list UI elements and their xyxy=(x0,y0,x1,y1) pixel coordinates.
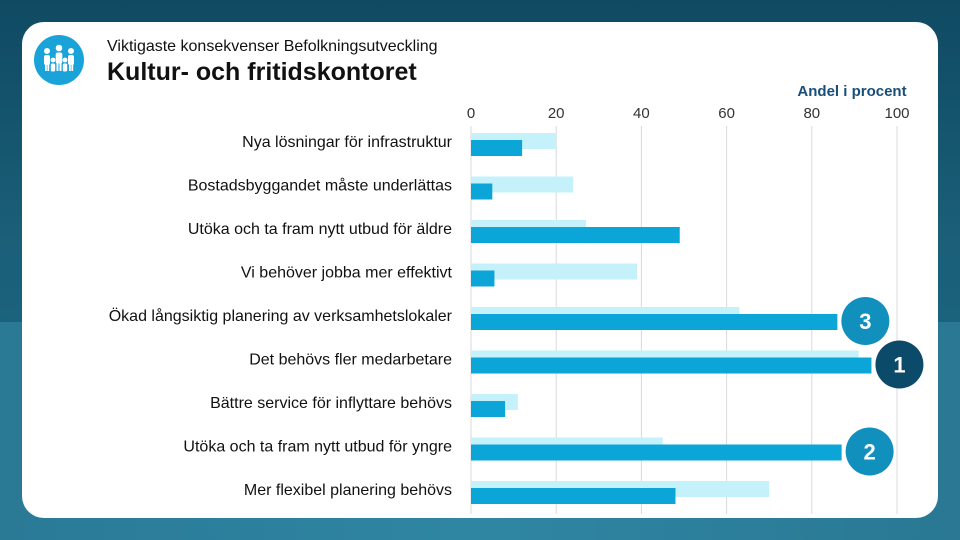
category-label: Ökad långsiktig planering av verksamhets… xyxy=(109,307,453,325)
bar-primary xyxy=(471,227,680,243)
category-label: Bostadsbyggandet måste underlättas xyxy=(188,177,452,195)
category-label: Nya lösningar för infrastruktur xyxy=(242,134,453,151)
bar-primary xyxy=(471,488,676,504)
category-label: Utöka och ta fram nytt utbud för äldre xyxy=(188,221,452,238)
bar-primary xyxy=(471,314,838,330)
bar-primary xyxy=(471,140,523,156)
bar-chart: 0 20 40 60 80 100 Nya lösningar för infrastruk… xyxy=(109,105,924,514)
bar-secondary xyxy=(471,176,574,193)
category-label: Vi behöver jobba mer effektivt xyxy=(241,265,453,282)
slide-card: Viktigaste konsekvenser Befolkningsutvec… xyxy=(22,22,938,518)
rank-badge: 1 xyxy=(875,340,924,389)
rank-badge-label: 3 xyxy=(859,309,871,334)
rank-badge-circle xyxy=(841,297,890,345)
rank-badge: 3 xyxy=(841,297,890,345)
category-label: Utöka och ta fram nytt utbud för yngre xyxy=(183,439,452,456)
rank-badge-circle xyxy=(875,340,924,389)
category-label: Mer flexibel planering behövs xyxy=(244,482,452,499)
bar-primary xyxy=(471,444,842,461)
x-tick-label: 60 xyxy=(718,105,735,122)
x-tick-label: 80 xyxy=(803,105,820,122)
bar-primary xyxy=(471,401,506,417)
rank-badge-label: 2 xyxy=(863,440,875,465)
x-tick-label: 0 xyxy=(467,105,475,122)
x-tick-label: 20 xyxy=(548,105,565,122)
bar-primary xyxy=(471,357,872,374)
slide-subtitle: Viktigaste konsekvenser Befolkningsutvec… xyxy=(107,38,438,55)
x-tick-label: 40 xyxy=(633,105,650,122)
x-axis-title: Andel i procent xyxy=(797,83,907,100)
rank-badge-label: 1 xyxy=(893,353,905,378)
bar-primary xyxy=(471,270,495,287)
x-tick-label: 100 xyxy=(884,105,909,122)
slide-title: Kultur- och fritidskontoret xyxy=(107,58,417,86)
rank-badge: 2 xyxy=(845,427,894,476)
bar-secondary xyxy=(471,263,638,280)
category-label: Det behövs fler medarbetare xyxy=(249,352,452,369)
category-label: Bättre service för inflyttare behövs xyxy=(210,395,452,412)
rank-badge-circle xyxy=(845,427,894,476)
population-logo-icon xyxy=(34,35,84,85)
bar-primary xyxy=(471,183,493,200)
